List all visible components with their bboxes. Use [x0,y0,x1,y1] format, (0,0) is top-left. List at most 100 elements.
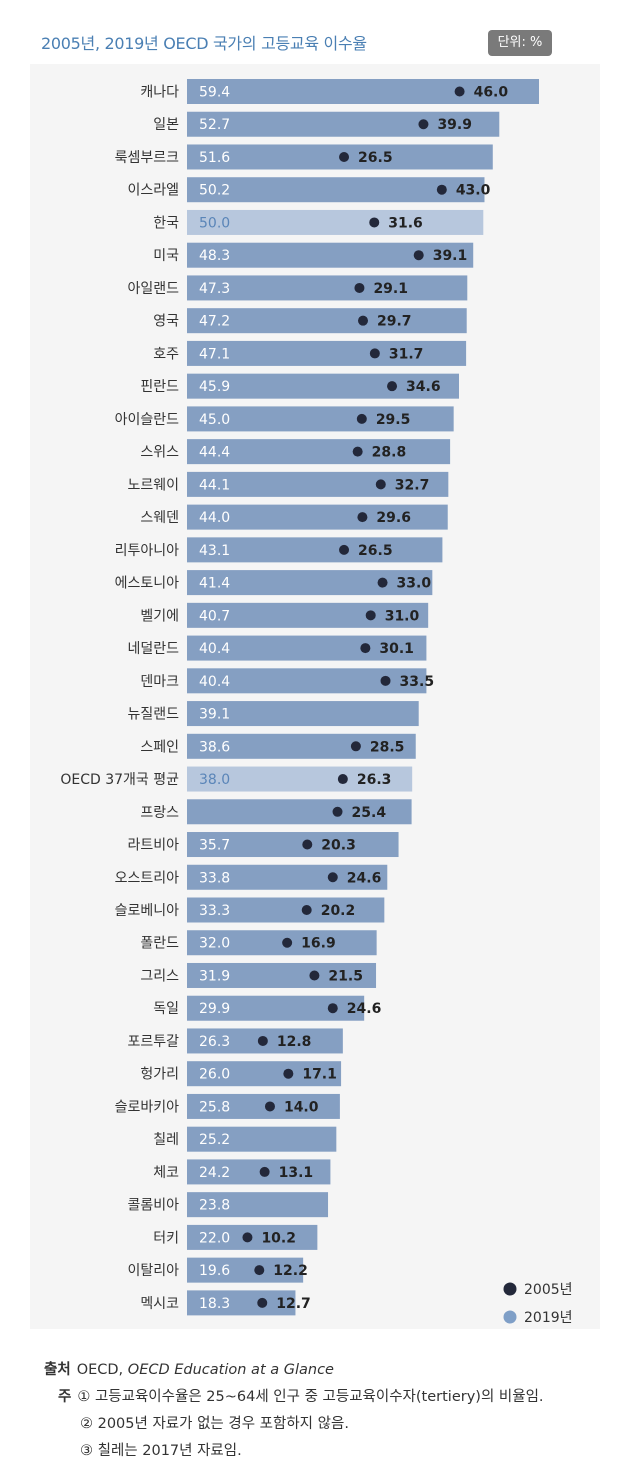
category-label: 스페인 [140,739,179,755]
footer: 출처 OECD, OECD Education at a Glance 주 ① 고등… [44,1357,544,1465]
dot-value-label: 24.6 [347,870,382,886]
bar-2019 [187,864,388,890]
dot-2005 [387,381,398,392]
dot-2005 [339,151,350,162]
category-label: 미국 [153,248,179,264]
dot-2005 [352,446,363,457]
bar-2019 [187,111,500,137]
dot-2005 [356,413,367,424]
category-label: 터키 [153,1230,179,1246]
bar-value-label: 47.2 [199,314,230,330]
bar-value-label: 52.7 [199,117,230,133]
legend-label-2019: 2019년 [524,1310,573,1326]
dot-2005 [360,643,371,654]
category-label: 벨기에 [140,608,179,624]
dot-value-label: 46.0 [474,85,509,101]
category-label: 호주 [153,346,179,362]
dot-value-label: 33.5 [400,674,435,690]
source-title: OECD Education at a Glance [127,1362,334,1378]
bar-value-label: 45.0 [199,412,230,428]
dot-2005 [332,806,343,817]
dot-value-label: 29.7 [377,314,412,330]
dot-2005 [309,970,320,981]
category-label: 아이슬란드 [115,412,180,428]
dot-value-label: 13.1 [279,1165,314,1181]
category-label: 칠레 [153,1132,179,1148]
bar-2019 [187,209,484,235]
bar-2019 [187,79,539,104]
category-label: 리투아니아 [115,543,180,559]
bar-2019 [187,1061,342,1087]
bar-value-label: 47.3 [199,281,230,297]
bar-2019 [187,439,451,465]
bar-2019 [187,406,454,432]
unit-badge: 단위: % [488,30,552,56]
dot-2005 [339,544,350,555]
dot-2005 [264,1101,275,1112]
bar-2019 [187,275,468,301]
bar-value-label: 40.7 [199,608,230,624]
bar-2019 [187,733,416,759]
bar-value-label: 44.1 [199,477,230,493]
category-label: 일본 [153,117,179,133]
category-label: 네덜란드 [127,641,179,657]
bar-value-label: 44.4 [199,445,230,461]
legend-label-2005: 2005년 [524,1282,573,1298]
category-label: 영국 [153,314,179,330]
category-label: 멕시코 [140,1296,179,1312]
dot-2005 [418,119,429,130]
bar-value-label: 24.2 [199,1165,230,1181]
bar-2019 [187,308,467,334]
bar-value-label: 19.6 [199,1263,230,1279]
bar-value-label: 51.6 [199,150,230,166]
dot-value-label: 34.6 [406,379,441,395]
category-label: 그리스 [140,968,179,984]
bar-chart: 캐나다 59.4 46.0 일본 52.7 39.9 룩셈부르크 51.6 26.5 이스라엘 50… [60,79,573,1326]
bar-2019 [187,177,485,203]
dot-value-label: 26.5 [358,150,393,166]
category-label: 콜롬비아 [127,1198,179,1214]
dot-value-label: 32.7 [395,477,430,493]
dot-value-label: 31.7 [389,346,424,362]
bar-2019 [187,602,429,628]
bar-value-label: 33.3 [199,903,230,919]
dot-2005 [259,1166,270,1177]
dot-value-label: 24.6 [347,1001,382,1017]
bar-value-label: 43.1 [199,543,230,559]
bar-value-label: 22.0 [199,1230,230,1246]
category-label: 포르투갈 [127,1034,179,1050]
bar-value-label: 45.9 [199,379,230,395]
bar-value-label: 29.9 [199,1001,230,1017]
dot-2005 [337,774,348,785]
dot-2005 [257,1035,268,1046]
category-label: 이스라엘 [127,183,179,199]
dot-2005 [350,741,361,752]
bar-value-label: 26.3 [199,1034,230,1050]
bar-2019 [187,340,467,366]
dot-value-label: 39.9 [437,117,472,133]
bar-2019 [187,1126,337,1152]
category-label: 체코 [153,1165,179,1181]
source-line: 출처 OECD, OECD Education at a Glance [44,1357,544,1384]
dot-value-label: 16.9 [301,936,336,952]
bar-2019 [187,766,413,792]
dot-value-label: 26.3 [357,772,392,788]
bar-value-label: 47.1 [199,346,230,362]
dot-2005 [254,1265,265,1276]
bar-value-label: 38.6 [199,739,230,755]
dot-value-label: 10.2 [261,1230,296,1246]
dot-2005 [358,315,368,326]
category-label: 슬로바키아 [115,1099,180,1115]
category-label: 덴마크 [140,674,179,690]
dot-value-label: 29.5 [376,412,411,428]
dot-value-label: 12.7 [276,1296,311,1312]
bar-value-label: 38.0 [199,772,230,788]
category-label: 라트비아 [127,838,179,854]
dot-value-label: 21.5 [328,968,363,984]
bar-value-label: 18.3 [199,1296,230,1312]
dot-2005 [257,1297,268,1308]
dot-2005 [365,610,376,621]
bar-value-label: 33.8 [199,870,230,886]
bar-value-label: 50.0 [199,215,230,231]
bar-2019 [187,1192,329,1218]
